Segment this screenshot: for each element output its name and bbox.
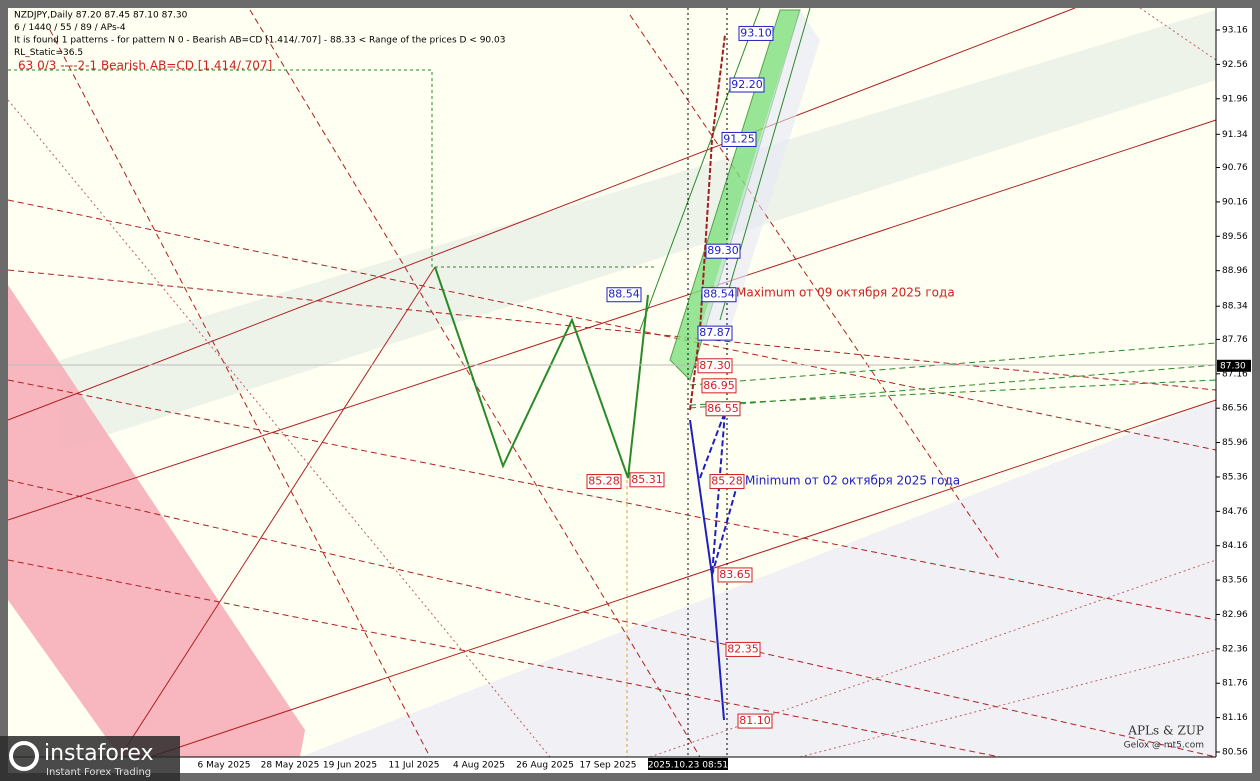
x-tick-label: 17 Sep 2025 xyxy=(579,761,636,771)
level-box xyxy=(586,474,622,490)
channel-lines xyxy=(7,7,1217,758)
level-label: 87.87 xyxy=(699,326,731,339)
y-tick-label: 81.16 xyxy=(1222,713,1248,723)
level-label: 92.20 xyxy=(731,78,763,91)
level-label: 86.95 xyxy=(703,379,735,392)
level-box xyxy=(701,378,737,394)
header-line: RL_Static=36.5 xyxy=(14,48,83,58)
x-tick-label: 6 May 2025 xyxy=(198,761,251,771)
channel-band xyxy=(60,10,1216,450)
y-tick-label: 85.96 xyxy=(1222,438,1248,448)
level-label: 91.25 xyxy=(723,132,755,145)
y-tick-label: 88.34 xyxy=(1222,302,1248,312)
level-box xyxy=(738,25,774,41)
y-tick-label: 90.16 xyxy=(1222,197,1248,207)
y-tick-label: 91.96 xyxy=(1222,94,1248,104)
credit: Gelox @ mt5.com xyxy=(1124,741,1204,751)
y-tick-label: 85.36 xyxy=(1222,472,1248,482)
pink-zone xyxy=(8,285,305,757)
level-box xyxy=(629,472,665,488)
level-box xyxy=(705,243,741,259)
x-tick-label: 19 Jun 2025 xyxy=(323,761,377,771)
level-box xyxy=(701,287,737,303)
y-tick-label: 82.36 xyxy=(1222,644,1248,654)
dashed-lines xyxy=(7,9,1217,758)
y-tick-label: 92.56 xyxy=(1222,60,1248,70)
projection-down-alt xyxy=(699,411,739,576)
y-tick-label: 82.96 xyxy=(1222,610,1248,620)
x-tick-label: 4 Aug 2025 xyxy=(453,761,505,771)
y-tick-label: 90.76 xyxy=(1222,163,1248,173)
level-box xyxy=(721,131,757,147)
level-box xyxy=(697,325,733,341)
level-label: 85.28 xyxy=(711,475,743,488)
level-label: 81.10 xyxy=(739,714,771,727)
level-label: 88.54 xyxy=(703,288,735,301)
level-box xyxy=(729,77,765,93)
x-tick-label: 28 May 2025 xyxy=(261,761,320,771)
watermark-sub: Instant Forex Trading xyxy=(46,767,151,778)
level-box xyxy=(737,713,773,729)
y-tick-label: 86.56 xyxy=(1222,404,1248,414)
lower-region xyxy=(300,400,1216,757)
watermark-logo xyxy=(9,741,39,771)
level-label: 89.30 xyxy=(707,244,739,257)
y-tick-label: 80.56 xyxy=(1222,748,1248,758)
level-box xyxy=(725,641,761,657)
level-label: 82.35 xyxy=(727,642,759,655)
pattern-info: 63 0/3 ----2-1 Bearish AB=CD [1.414/.707… xyxy=(18,59,272,73)
dotted-lines xyxy=(7,7,1217,758)
level-box xyxy=(606,287,642,303)
level-label: 86.55 xyxy=(707,402,739,415)
header-line: It is found 1 patterns - for pattern N 0… xyxy=(14,36,505,46)
y-tick-label: 84.16 xyxy=(1222,541,1248,551)
watermark: instaforex xyxy=(44,741,154,766)
pattern-zigzag xyxy=(434,266,649,479)
header-line: NZDJPY,Daily 87.20 87.45 87.10 87.30 xyxy=(14,11,188,21)
level-box xyxy=(697,358,733,374)
level-label: 83.65 xyxy=(719,568,751,581)
x-tick-label: 26 Aug 2025 xyxy=(516,761,574,771)
y-tick-label: 89.56 xyxy=(1222,232,1248,242)
level-box xyxy=(705,401,741,417)
header-line: 6 / 1440 / 55 / 89 / APs-4 xyxy=(14,23,126,33)
x-tick-label: 11 Jul 2025 xyxy=(389,761,440,771)
y-tick-label: 84.76 xyxy=(1222,507,1248,517)
projection-up xyxy=(689,34,726,411)
level-label: 85.28 xyxy=(588,475,620,488)
annotation: Minimum от 02 октября 2025 года xyxy=(745,474,960,488)
annotation: Maximum от 09 октября 2025 года xyxy=(736,286,955,300)
y-tick-label: 81.76 xyxy=(1222,679,1248,689)
y-tick-label: 93.16 xyxy=(1222,26,1248,36)
current-price-label: 87.30 xyxy=(1220,361,1246,371)
green-lines xyxy=(639,7,1217,409)
level-label: 85.31 xyxy=(631,473,663,486)
level-box xyxy=(717,567,753,583)
level-label: 93.10 xyxy=(740,26,772,39)
y-tick-label: 87.76 xyxy=(1222,335,1248,345)
y-tick-label: 88.96 xyxy=(1222,266,1248,276)
level-box xyxy=(709,474,745,490)
credit: APLs & ZUP xyxy=(1127,724,1204,738)
level-label: 87.30 xyxy=(699,359,731,372)
y-tick-label: 91.34 xyxy=(1222,130,1248,140)
y-tick-label: 83.56 xyxy=(1222,576,1248,586)
date-highlight xyxy=(648,758,728,770)
header: NZDJPY,Daily 87.20 87.45 87.10 87.30 6 / … xyxy=(14,11,505,59)
current-price-box xyxy=(1217,359,1251,372)
level-label: 88.54 xyxy=(608,288,640,301)
x-tick-label: 2025.10.23 08:51 xyxy=(648,761,728,771)
y-tick-label: 87.16 xyxy=(1222,369,1248,379)
